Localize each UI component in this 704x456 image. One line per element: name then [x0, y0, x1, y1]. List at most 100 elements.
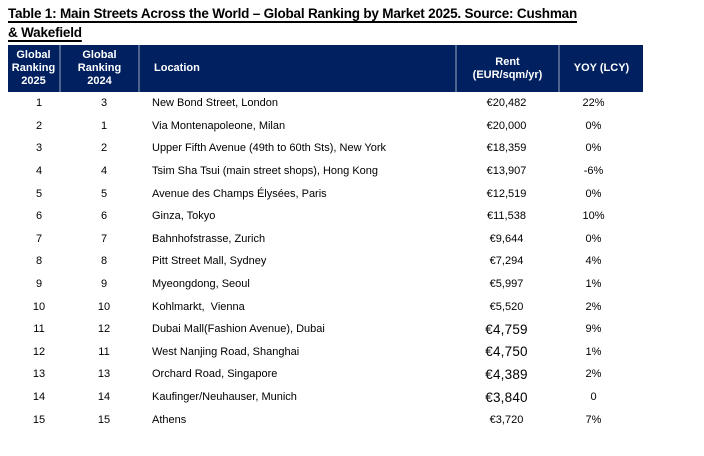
- header-cell-global-ranking-2025: Global Ranking 2025: [11, 49, 56, 87]
- location-cell: New Bond Street, London: [152, 97, 278, 110]
- rent-cell: €3,840: [485, 389, 528, 405]
- rank-2025-cell: 14: [32, 391, 46, 404]
- rank-2025-cell: 2: [35, 119, 43, 132]
- table-row: 4 4 Tsim Sha Tsui (main street shops), H…: [8, 160, 643, 183]
- yoy-cell: 0%: [585, 187, 602, 200]
- location-cell: Tsim Sha Tsui (main street shops), Hong …: [152, 165, 379, 178]
- rent-cell: €3,720: [489, 413, 524, 426]
- rank-2025-cell: 1: [35, 97, 43, 110]
- table-row: 13 13 Orchard Road, Singapore €4,389 2%: [8, 363, 643, 386]
- location-cell: Kaufinger/Neuhauser, Munich: [152, 391, 297, 404]
- rank-2025-cell: 9: [35, 278, 43, 291]
- header-cell-location: Location: [138, 45, 455, 92]
- yoy-cell: 0%: [585, 232, 602, 245]
- location-cell: Pitt Street Mall, Sydney: [152, 255, 267, 268]
- yoy-cell: 0: [590, 391, 597, 404]
- location-cell: West Nanjing Road, Shanghai: [152, 345, 300, 358]
- rent-cell: €4,759: [485, 321, 528, 337]
- table-row: 14 14 Kaufinger/Neuhauser, Munich €3,840…: [8, 386, 643, 409]
- rank-2025-cell: 7: [35, 232, 43, 245]
- rent-cell: €20,482: [486, 97, 527, 110]
- rank-2024-cell: 14: [97, 391, 111, 404]
- rank-2025-cell: 6: [35, 210, 43, 223]
- location-cell: Athens: [152, 413, 187, 426]
- table-row: 11 12 Dubai Mall(Fashion Avenue), Dubai …: [8, 318, 643, 341]
- rent-cell: €7,294: [489, 255, 524, 268]
- rent-cell: €18,359: [486, 142, 527, 155]
- yoy-cell: 10%: [582, 210, 605, 223]
- location-cell: Upper Fifth Avenue (49th to 60th Sts), N…: [152, 142, 386, 155]
- rent-cell: €4,389: [485, 366, 528, 382]
- rank-2024-cell: 15: [97, 413, 111, 426]
- rank-2025-cell: 3: [35, 142, 43, 155]
- rank-2025-cell: 12: [32, 345, 46, 358]
- rent-cell: €11,538: [487, 210, 526, 223]
- rank-2025-cell: 4: [35, 165, 43, 178]
- rank-2025-cell: 10: [32, 300, 46, 313]
- location-cell: Via Montenapoleone, Milan: [152, 119, 286, 132]
- rank-2024-cell: 7: [100, 232, 108, 245]
- rank-2025-cell: 8: [35, 255, 43, 268]
- rent-cell: €4,750: [485, 344, 528, 360]
- table-header-row: Global Ranking 2025 Global Ranking 2024 …: [8, 45, 643, 92]
- location-cell: Myeongdong, Seoul: [152, 278, 250, 291]
- table-row: 15 15 Athens €3,720 7%: [8, 408, 643, 431]
- rank-2024-cell: 5: [100, 187, 108, 200]
- yoy-cell: 22%: [582, 97, 605, 110]
- rent-cell: €13,907: [486, 165, 527, 178]
- rank-2024-cell: 10: [97, 300, 111, 313]
- location-cell: Bahnhofstrasse, Zurich: [152, 232, 266, 245]
- yoy-cell: 4%: [585, 255, 602, 268]
- yoy-cell: 9%: [585, 323, 602, 336]
- yoy-cell: -6%: [583, 165, 604, 178]
- rent-cell: €12,519: [486, 187, 527, 200]
- table-body: 1 3 New Bond Street, London €20,482 22% …: [8, 92, 643, 431]
- rank-2024-cell: 12: [97, 323, 111, 336]
- yoy-cell: 2%: [585, 300, 602, 313]
- rank-2024-cell: 13: [97, 368, 111, 381]
- rank-2024-cell: 1: [100, 119, 108, 132]
- rent-cell: €20,000: [486, 119, 527, 132]
- main-streets-ranking-table: Global Ranking 2025 Global Ranking 2024 …: [8, 45, 643, 431]
- table-row: 5 5 Avenue des Champs Élysées, Paris €12…: [8, 182, 643, 205]
- location-cell: Avenue des Champs Élysées, Paris: [152, 187, 327, 200]
- location-cell: Kohlmarkt, Vienna: [152, 300, 245, 313]
- rent-cell: €5,997: [489, 278, 524, 291]
- rank-2024-cell: 2: [100, 142, 108, 155]
- rank-2024-cell: 8: [100, 255, 108, 268]
- rank-2024-cell: 3: [100, 97, 108, 110]
- rank-2024-cell: 4: [100, 165, 108, 178]
- yoy-cell: 0%: [585, 142, 602, 155]
- header-cell-yoy: YOY (LCY): [558, 45, 643, 92]
- rank-2025-cell: 11: [33, 323, 45, 336]
- table-row: 2 1 Via Montenapoleone, Milan €20,000 0%: [8, 115, 643, 138]
- rent-cell: €9,644: [489, 232, 524, 245]
- location-cell: Dubai Mall(Fashion Avenue), Dubai: [152, 323, 325, 336]
- header-cell-rent: Rent (EUR/sqm/yr): [455, 45, 558, 92]
- table-row: 8 8 Pitt Street Mall, Sydney €7,294 4%: [8, 250, 643, 273]
- rank-2025-cell: 15: [32, 413, 46, 426]
- table-title-line-2: & Wakefield: [8, 25, 82, 40]
- rent-cell: €5,520: [489, 300, 524, 313]
- yoy-cell: 7%: [585, 413, 602, 426]
- location-cell: Orchard Road, Singapore: [152, 368, 278, 381]
- table-title: Table 1: Main Streets Across the World –…: [8, 4, 696, 42]
- yoy-cell: 0%: [585, 119, 602, 132]
- yoy-cell: 1%: [585, 345, 602, 358]
- table-title-line-1: Table 1: Main Streets Across the World –…: [8, 6, 578, 21]
- rank-2025-cell: 5: [35, 187, 43, 200]
- header-cell-global-ranking-2024: Global Ranking 2024: [59, 45, 138, 92]
- table-row: 9 9 Myeongdong, Seoul €5,997 1%: [8, 273, 643, 296]
- yoy-cell: 1%: [585, 278, 602, 291]
- table-row: 7 7 Bahnhofstrasse, Zurich €9,644 0%: [8, 228, 643, 251]
- table-row: 6 6 Ginza, Tokyo €11,538 10%: [8, 205, 643, 228]
- rank-2024-cell: 9: [100, 278, 108, 291]
- table-row: 10 10 Kohlmarkt, Vienna €5,520 2%: [8, 295, 643, 318]
- rank-2024-cell: 11: [98, 345, 110, 358]
- location-cell: Ginza, Tokyo: [152, 210, 216, 223]
- rank-2025-cell: 13: [32, 368, 46, 381]
- table-row: 12 11 West Nanjing Road, Shanghai €4,750…: [8, 341, 643, 364]
- rank-2024-cell: 6: [100, 210, 108, 223]
- table-row: 1 3 New Bond Street, London €20,482 22%: [8, 92, 643, 115]
- yoy-cell: 2%: [585, 368, 602, 381]
